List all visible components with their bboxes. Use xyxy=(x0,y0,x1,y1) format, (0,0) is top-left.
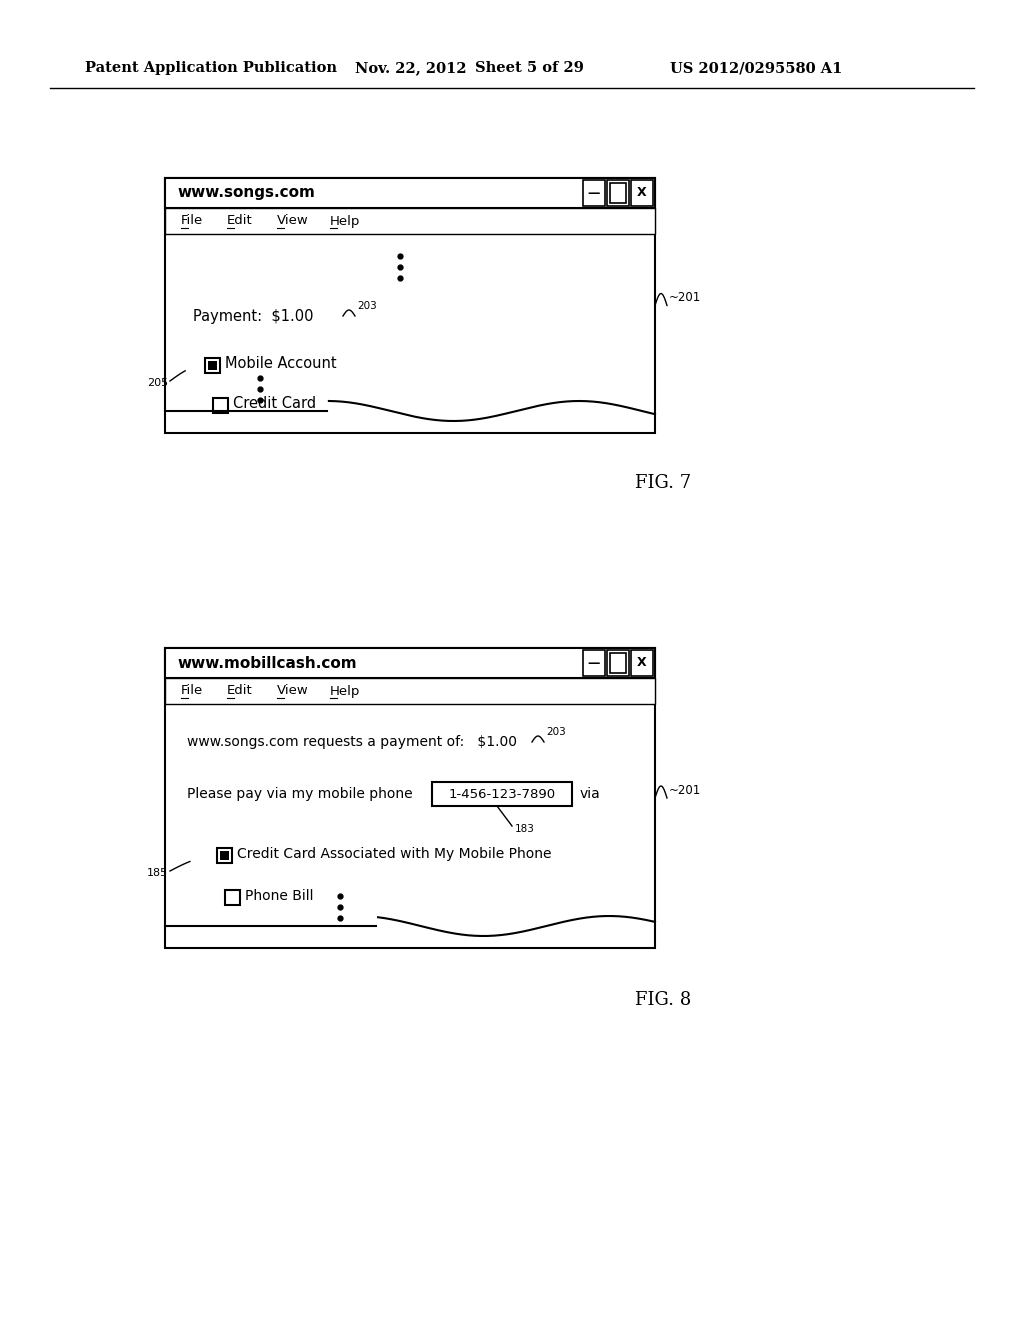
Text: —: — xyxy=(588,656,600,669)
Bar xyxy=(165,178,655,209)
Text: Credit Card Associated with My Mobile Phone: Credit Card Associated with My Mobile Ph… xyxy=(237,847,552,861)
Bar xyxy=(631,649,653,676)
Bar xyxy=(165,648,655,948)
Text: US 2012/0295580 A1: US 2012/0295580 A1 xyxy=(670,61,843,75)
Text: Edit: Edit xyxy=(227,214,253,227)
Bar xyxy=(583,649,605,676)
Text: —: — xyxy=(588,186,600,199)
Text: Phone Bill: Phone Bill xyxy=(245,888,313,903)
Text: View: View xyxy=(278,685,309,697)
Text: Help: Help xyxy=(330,685,360,697)
Bar xyxy=(213,399,228,413)
Bar xyxy=(165,209,655,234)
Text: FIG. 7: FIG. 7 xyxy=(635,474,691,492)
Text: View: View xyxy=(278,214,309,227)
Text: FIG. 8: FIG. 8 xyxy=(635,991,691,1008)
Text: Sheet 5 of 29: Sheet 5 of 29 xyxy=(475,61,584,75)
Text: Please pay via my mobile phone: Please pay via my mobile phone xyxy=(187,787,413,801)
Text: X: X xyxy=(637,186,647,199)
Text: via: via xyxy=(580,787,601,801)
Text: Mobile Account: Mobile Account xyxy=(225,356,337,371)
Bar xyxy=(205,358,220,374)
Bar xyxy=(220,851,229,861)
Bar xyxy=(610,183,626,203)
Bar xyxy=(165,678,655,704)
Bar xyxy=(165,178,655,433)
Bar xyxy=(610,653,626,673)
Bar xyxy=(631,180,653,206)
Text: 183: 183 xyxy=(515,824,535,834)
Text: Credit Card: Credit Card xyxy=(233,396,316,412)
Text: Patent Application Publication: Patent Application Publication xyxy=(85,61,337,75)
Bar xyxy=(165,648,655,678)
Text: File: File xyxy=(181,214,203,227)
Text: Help: Help xyxy=(330,214,360,227)
Bar xyxy=(607,180,629,206)
Bar xyxy=(217,847,232,863)
Text: www.songs.com: www.songs.com xyxy=(177,186,314,201)
Text: Payment:  $1.00: Payment: $1.00 xyxy=(193,309,313,323)
Text: www.mobillcash.com: www.mobillcash.com xyxy=(177,656,356,671)
Bar xyxy=(208,360,217,370)
Text: 185: 185 xyxy=(147,869,168,878)
Text: X: X xyxy=(637,656,647,669)
Text: ~201: ~201 xyxy=(669,784,701,796)
Text: www.songs.com requests a payment of:   $1.00: www.songs.com requests a payment of: $1.… xyxy=(187,735,517,748)
Bar xyxy=(607,649,629,676)
Bar xyxy=(583,180,605,206)
Text: 203: 203 xyxy=(546,727,565,737)
Bar xyxy=(225,890,240,906)
Text: Edit: Edit xyxy=(227,685,253,697)
Text: 1-456-123-7890: 1-456-123-7890 xyxy=(449,788,556,800)
Text: 205: 205 xyxy=(147,378,168,388)
Bar xyxy=(432,781,572,807)
Text: Nov. 22, 2012: Nov. 22, 2012 xyxy=(355,61,467,75)
Text: File: File xyxy=(181,685,203,697)
Text: ~201: ~201 xyxy=(669,290,701,304)
Text: 203: 203 xyxy=(357,301,377,312)
